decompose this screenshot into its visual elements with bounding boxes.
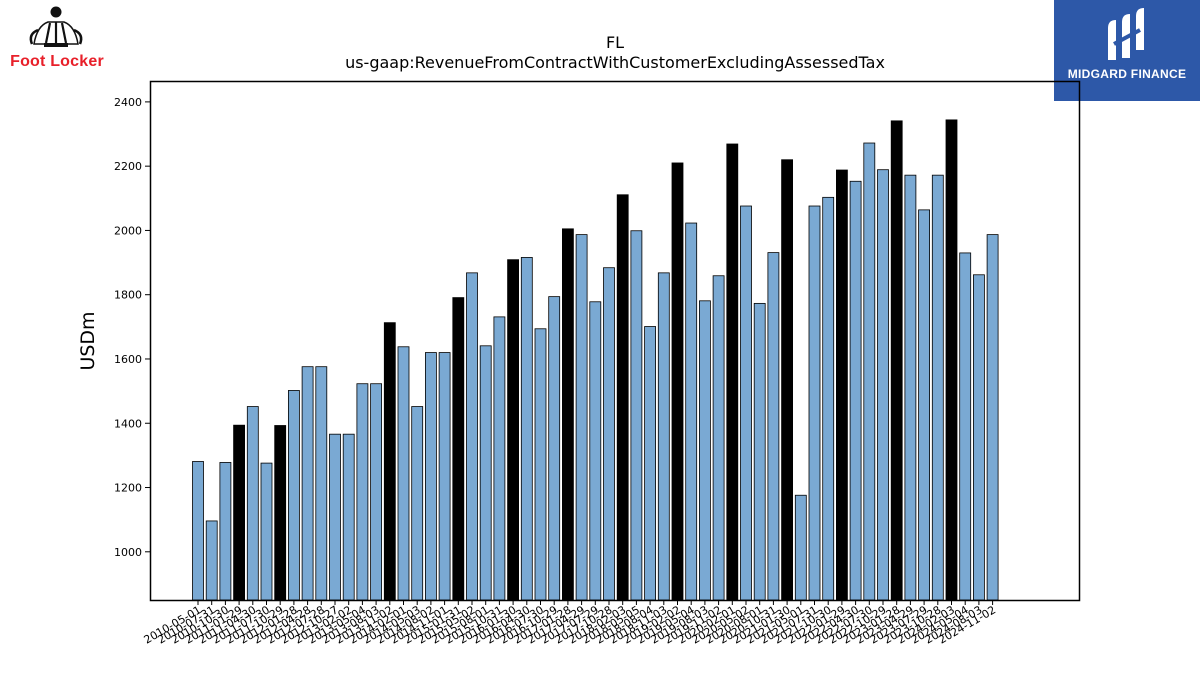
- bar-2016-04-30: [520, 257, 533, 601]
- bar-2020-02-01: [726, 143, 739, 601]
- bars-group: [192, 119, 999, 601]
- bar-2019-02-02: [671, 162, 684, 601]
- bar-2018-05-05: [630, 230, 643, 601]
- bar-2017-07-29: [589, 301, 602, 601]
- bar-2011-10-29: [274, 425, 287, 601]
- chart-title-concept: us-gaap:RevenueFromContractWithCustomerE…: [345, 53, 885, 72]
- bar-2023-07-29: [918, 209, 930, 601]
- y-tick-label: 1600: [114, 353, 142, 366]
- y-tick-label: 1000: [114, 546, 142, 559]
- bar-2023-10-28: [931, 174, 944, 601]
- y-tick-label: 1200: [114, 482, 142, 495]
- bar-2024-02-03: [945, 119, 958, 601]
- bar-2022-04-30: [849, 180, 862, 601]
- bar-2010-10-30: [219, 462, 232, 601]
- bar-2011-04-30: [246, 406, 259, 601]
- y-axis-label: USDm: [77, 311, 99, 370]
- bar-2020-08-01: [753, 302, 766, 601]
- bar-2020-10-31: [767, 252, 780, 601]
- x-axis: 2010-05-012010-07-312010-10-302011-01-29…: [142, 600, 998, 647]
- foot-locker-logo-text: Foot Locker: [10, 53, 104, 70]
- midgard-finance-logo: MIDGARD FINANCE: [1054, 0, 1200, 101]
- bar-2017-01-28: [562, 228, 574, 601]
- bar-2015-05-02: [466, 272, 478, 601]
- y-tick-label: 1400: [114, 417, 142, 430]
- bar-2016-10-29: [548, 296, 561, 601]
- chart-title: FL us-gaap:RevenueFromContractWithCustom…: [150, 33, 1080, 73]
- bar-2013-08-03: [370, 383, 383, 601]
- midgard-finance-logo-text: MIDGARD FINANCE: [1067, 67, 1187, 81]
- bar-2015-01-31: [452, 297, 465, 601]
- chart-title-ticker: FL: [605, 33, 625, 52]
- bar-2014-11-01: [438, 352, 451, 601]
- bar-2024-11-02: [986, 234, 999, 601]
- bar-2013-11-02: [383, 322, 396, 601]
- bar-2019-05-04: [685, 222, 698, 601]
- y-tick-label: 2200: [114, 160, 142, 173]
- bar-2012-07-28: [315, 366, 328, 601]
- bar-2011-01-29: [233, 424, 246, 601]
- bar-2021-07-31: [808, 205, 821, 601]
- bar-2024-08-03: [973, 274, 985, 601]
- plot-frame: [149, 80, 1081, 602]
- bar-2013-02-02: [342, 433, 355, 601]
- bar-2018-02-03: [616, 194, 629, 601]
- y-tick-label: 2000: [114, 224, 142, 237]
- bar-2022-10-29: [877, 169, 889, 601]
- bar-2024-05-04: [959, 252, 972, 601]
- bar-2021-10-30: [822, 196, 835, 601]
- bar-2018-11-03: [657, 272, 670, 601]
- bar-2014-02-01: [397, 346, 410, 601]
- bar-2012-01-28: [287, 390, 300, 601]
- bar-2022-07-30: [863, 142, 876, 601]
- bar-2015-10-31: [493, 316, 506, 601]
- bar-2019-11-02: [712, 275, 725, 601]
- bar-2011-07-30: [260, 462, 273, 601]
- bar-2022-01-29: [836, 169, 848, 601]
- bar-2018-08-04: [644, 326, 656, 601]
- bar-2012-04-28: [301, 366, 314, 601]
- bar-2020-05-02: [740, 205, 752, 601]
- bar-2021-05-01: [794, 494, 807, 601]
- bar-2017-10-28: [603, 267, 615, 601]
- y-axis: 1000 1200 1400 1600 1800 2000 2200 2400: [114, 96, 150, 559]
- bar-2014-05-03: [411, 406, 424, 601]
- midgard-m-icon: [1108, 8, 1144, 60]
- bar-2010-07-31: [205, 520, 218, 601]
- bar-2012-10-27: [329, 433, 341, 601]
- bar-2016-07-30: [534, 328, 547, 601]
- referee-figure-icon: [29, 6, 83, 47]
- foot-locker-logo: Foot Locker: [4, 4, 110, 72]
- bar-2010-05-01: [192, 461, 204, 601]
- bar-2013-05-04: [356, 383, 369, 601]
- bar-2023-01-28: [890, 120, 903, 601]
- bar-2023-04-29: [904, 174, 917, 601]
- bar-2014-08-02: [424, 352, 437, 601]
- bar-2019-08-03: [699, 300, 711, 601]
- bar-2017-04-29: [575, 234, 588, 601]
- bar-2015-08-01: [479, 345, 492, 601]
- y-tick-label: 1800: [114, 289, 142, 302]
- bar-2016-01-30: [507, 259, 520, 601]
- y-tick-label: 2400: [114, 96, 142, 109]
- bar-2021-01-30: [781, 159, 793, 601]
